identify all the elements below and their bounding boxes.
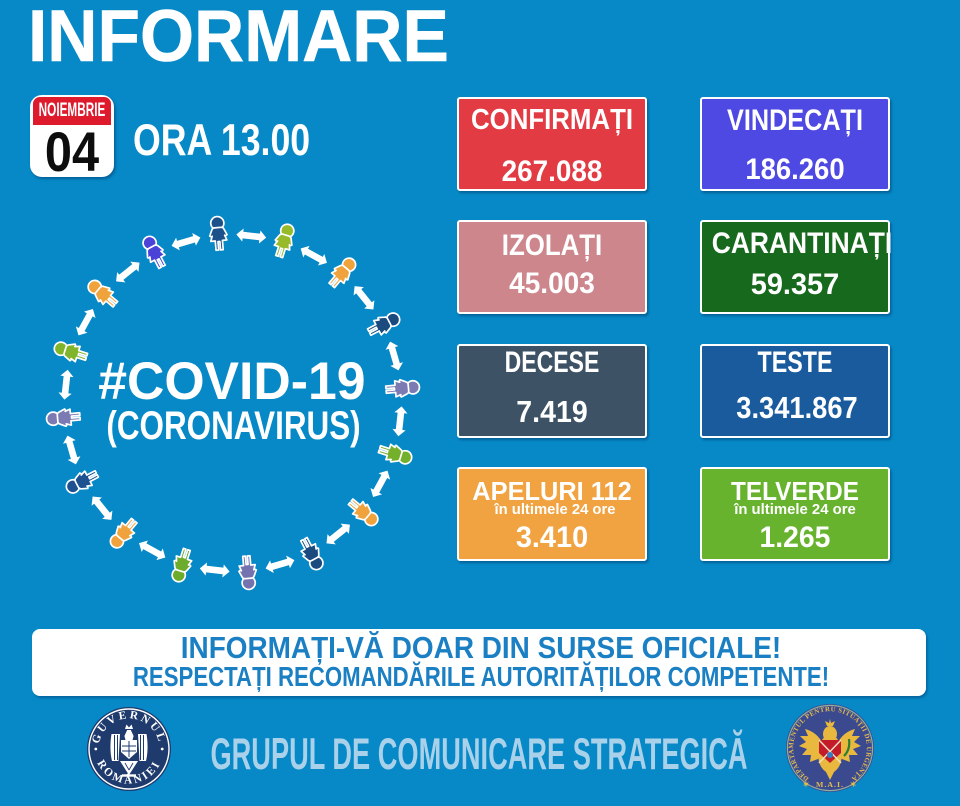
svg-text:✶ M.A.I. ✶: ✶ M.A.I. ✶ (803, 780, 858, 789)
